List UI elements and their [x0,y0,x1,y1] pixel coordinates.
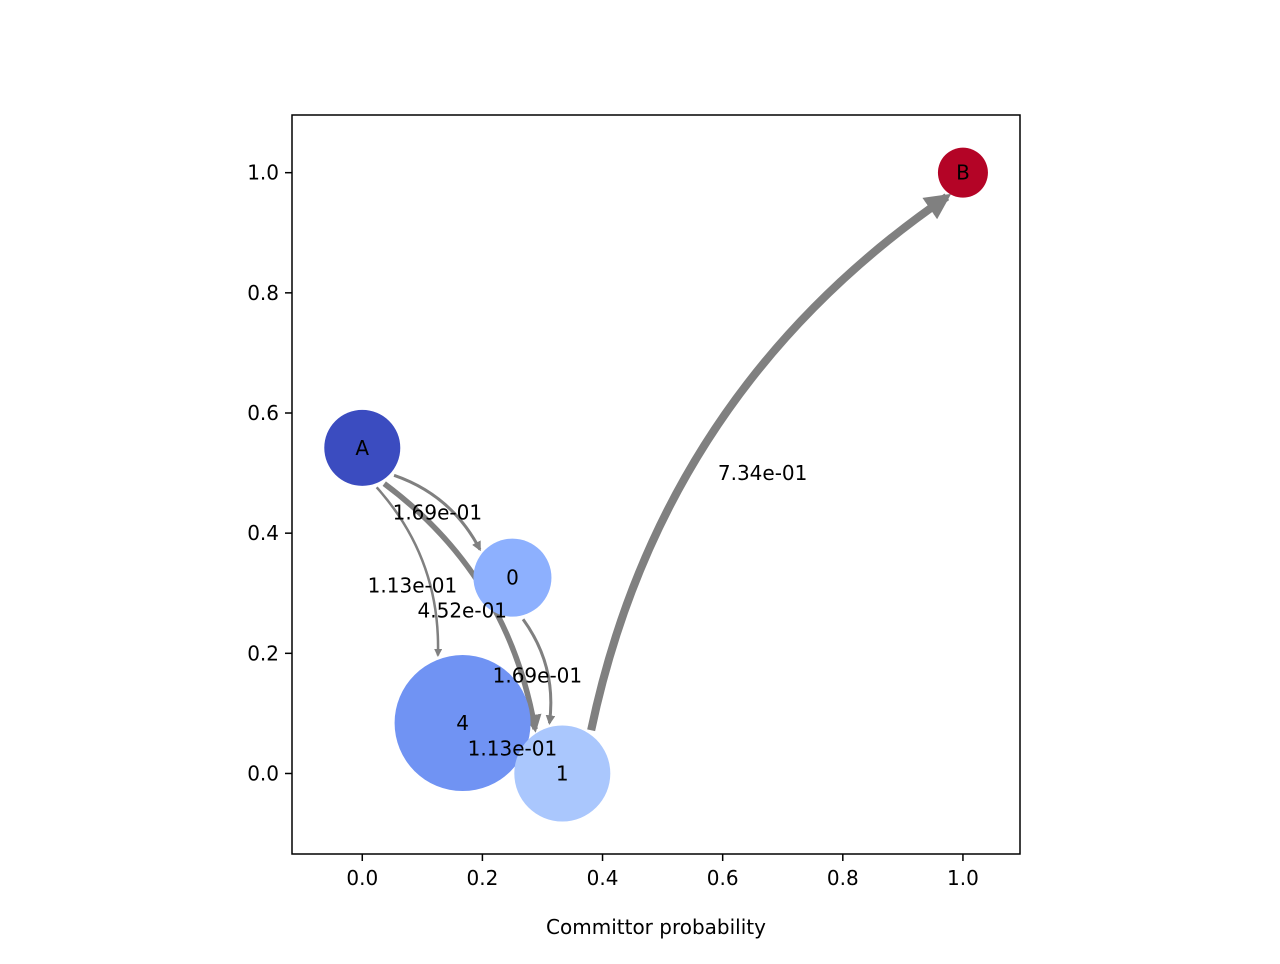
y-tick-label: 1.0 [247,161,279,185]
node-label-4: 4 [456,711,469,735]
node-B [937,147,988,198]
x-tick-label: 0.4 [587,866,619,890]
node-0 [473,538,552,617]
edge-flux-label: 1.69e-01 [393,501,483,525]
node-4 [394,655,531,792]
node-label-1: 1 [556,761,569,785]
edge-labels-layer: 1.69e-011.13e-014.52e-011.69e-011.13e-01… [368,461,808,760]
y-tick-label: 0.4 [247,521,279,545]
y-tick-label: 0.8 [247,281,279,305]
node-1 [514,725,611,822]
y-axis-ticks: 0.0 0.2 0.4 0.6 0.8 1.0 [247,161,292,785]
x-axis-ticks: 0.0 0.2 0.4 0.6 0.8 1.0 [346,854,979,890]
edge-flux-label: 1.69e-01 [493,664,583,688]
edge-flux-label: 7.34e-01 [718,461,808,485]
y-tick-label: 0.0 [247,761,279,785]
x-tick-label: 1.0 [947,866,979,890]
edge-flux-label: 1.13e-01 [368,573,458,597]
flux-edge-A-4 [375,486,443,657]
y-tick-label: 0.2 [247,641,279,665]
node-label-A: A [355,436,369,460]
flux-edge-A-0 [393,473,482,552]
node-A [324,409,401,486]
x-tick-label: 0.0 [346,866,378,890]
node-label-B: B [956,161,970,185]
x-axis-label: Committor probability [546,915,766,939]
plot-frame [291,114,1021,855]
flux-edge-0-1 [521,618,556,726]
x-tick-label: 0.8 [827,866,859,890]
edge-flux-label: 1.13e-01 [468,736,558,760]
nodes-layer: A 0 4 1 B [324,147,988,822]
flux-edge-1-B [587,193,952,732]
x-tick-label: 0.2 [467,866,499,890]
node-label-0: 0 [506,566,519,590]
edge-flux-label: 4.52e-01 [418,599,508,623]
x-tick-label: 0.6 [707,866,739,890]
y-tick-label: 0.6 [247,401,279,425]
